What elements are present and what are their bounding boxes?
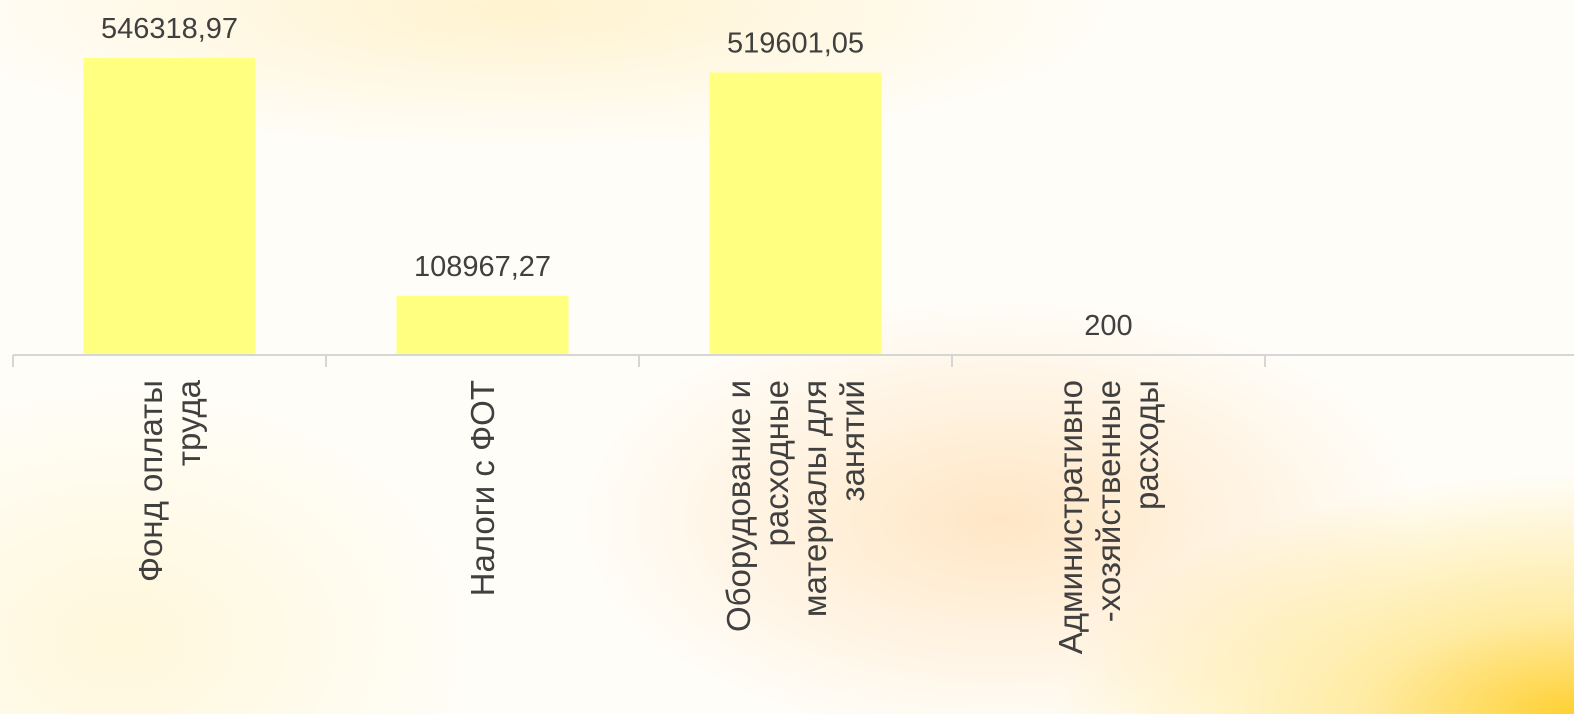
data-label: 519601,05 — [727, 28, 864, 60]
data-label: 108967,27 — [414, 251, 551, 283]
category-label-line: материалы для — [796, 380, 833, 617]
bar — [709, 72, 882, 355]
category-label: Оборудование и расходные материалы для заня… — [720, 380, 871, 632]
category-label-line: Фонд оплаты — [132, 380, 169, 582]
category-label-line: расходные — [758, 380, 795, 547]
data-label: 200 — [1084, 310, 1132, 342]
category-label-line: -хозяйственные — [1090, 380, 1127, 622]
category-label-line: занятий — [834, 380, 871, 502]
category-labels-group: Фонд оплаты труда Налоги с ФОТ Оборудование… — [132, 379, 1165, 654]
category-label-line: труда — [170, 379, 207, 466]
x-axis — [12, 354, 1574, 367]
category-label-line: Налоги с ФОТ — [464, 380, 501, 596]
data-label: 546318,97 — [101, 13, 238, 45]
bar — [83, 58, 256, 355]
category-label-line: Оборудование и — [720, 380, 757, 632]
bars-group — [83, 58, 1195, 356]
category-label: Административно -хозяйственные расходы — [1052, 380, 1165, 654]
category-label: Фонд оплаты труда — [132, 379, 207, 582]
category-label-line: Административно — [1052, 380, 1089, 654]
category-label: Налоги с ФОТ — [464, 380, 501, 596]
bar — [396, 295, 569, 355]
category-label-line: расходы — [1128, 380, 1165, 510]
data-labels-group: 546318,97 108967,27 519601,05 200 — [101, 13, 1133, 342]
